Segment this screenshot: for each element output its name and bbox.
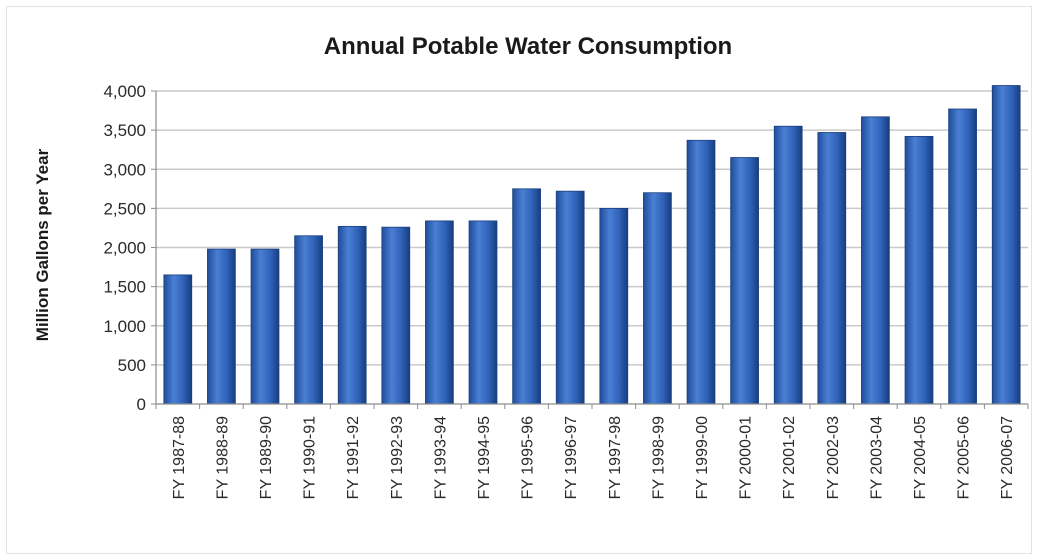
x-tick-label: FY 1999-00: [694, 416, 711, 499]
y-tick-label: 1,500: [103, 278, 146, 297]
x-tick-label: FY 1993-94: [432, 416, 449, 499]
bar: [948, 108, 977, 405]
y-tick-label: 4,000: [103, 82, 146, 101]
y-tick-label: 500: [118, 356, 146, 375]
x-tick-label: FY 2001-02: [781, 416, 798, 499]
bar: [991, 85, 1021, 405]
bar: [337, 225, 367, 405]
y-tick-labels: 0 500 1,000 1,500 2,000 2,500 3,000 3,500 4,000: [103, 82, 156, 414]
bar: [207, 248, 236, 405]
bar: [468, 220, 498, 405]
x-tick-label: FY 2003-04: [868, 416, 885, 499]
x-tick-label: FY 2002-03: [825, 416, 842, 499]
bar: [512, 188, 541, 405]
x-tick-label: FY 1996-97: [563, 416, 580, 499]
x-tick-label: FY 1995-96: [520, 416, 537, 499]
y-axis-label: Million Gallons per Year: [33, 148, 52, 341]
bar: [555, 190, 585, 405]
bar: [773, 125, 803, 405]
x-tick-label: FY 1992-93: [389, 416, 406, 499]
x-tick-label: FY 2000-01: [738, 416, 755, 499]
x-tick-labels: FY 1987-88 FY 1988-89 FY 1989-90 FY 1990-91…: [155, 404, 1029, 499]
bar: [381, 226, 411, 405]
x-tick-label: FY 1987-88: [171, 416, 188, 499]
bar: [730, 157, 759, 405]
y-tick-label: 2,500: [103, 199, 146, 218]
x-tick-label: FY 2004-05: [912, 416, 929, 499]
x-tick-label: FY 1990-91: [302, 416, 319, 499]
bars: [163, 85, 1021, 405]
bar: [904, 135, 934, 405]
x-tick-label: FY 2005-06: [956, 416, 973, 499]
bar: [294, 235, 323, 405]
bar: [643, 192, 672, 405]
gridlines: [156, 90, 1028, 366]
bar: [817, 132, 847, 405]
x-tick-label: FY 1997-98: [607, 416, 624, 499]
bar: [861, 116, 890, 405]
y-tick-label: 1,000: [103, 317, 146, 336]
x-tick-label: FY 1991-92: [345, 416, 362, 499]
x-tick-label: FY 1988-89: [214, 416, 231, 499]
x-tick-label: FY 1994-95: [476, 416, 493, 499]
y-tick-label: 3,000: [103, 160, 146, 179]
x-tick-label: FY 1998-99: [650, 416, 667, 499]
bar: [163, 274, 193, 405]
bar: [686, 139, 716, 405]
y-tick-label: 0: [137, 395, 146, 414]
y-tick-label: 2,000: [103, 239, 146, 258]
bar: [599, 207, 629, 405]
x-tick-label: FY 1989-90: [258, 416, 275, 499]
y-tick-label: 3,500: [103, 121, 146, 140]
bar: [250, 248, 280, 405]
x-tick-label: FY 2006-07: [999, 416, 1016, 499]
bar: [425, 220, 454, 405]
chart-title: Annual Potable Water Consumption: [324, 33, 732, 60]
